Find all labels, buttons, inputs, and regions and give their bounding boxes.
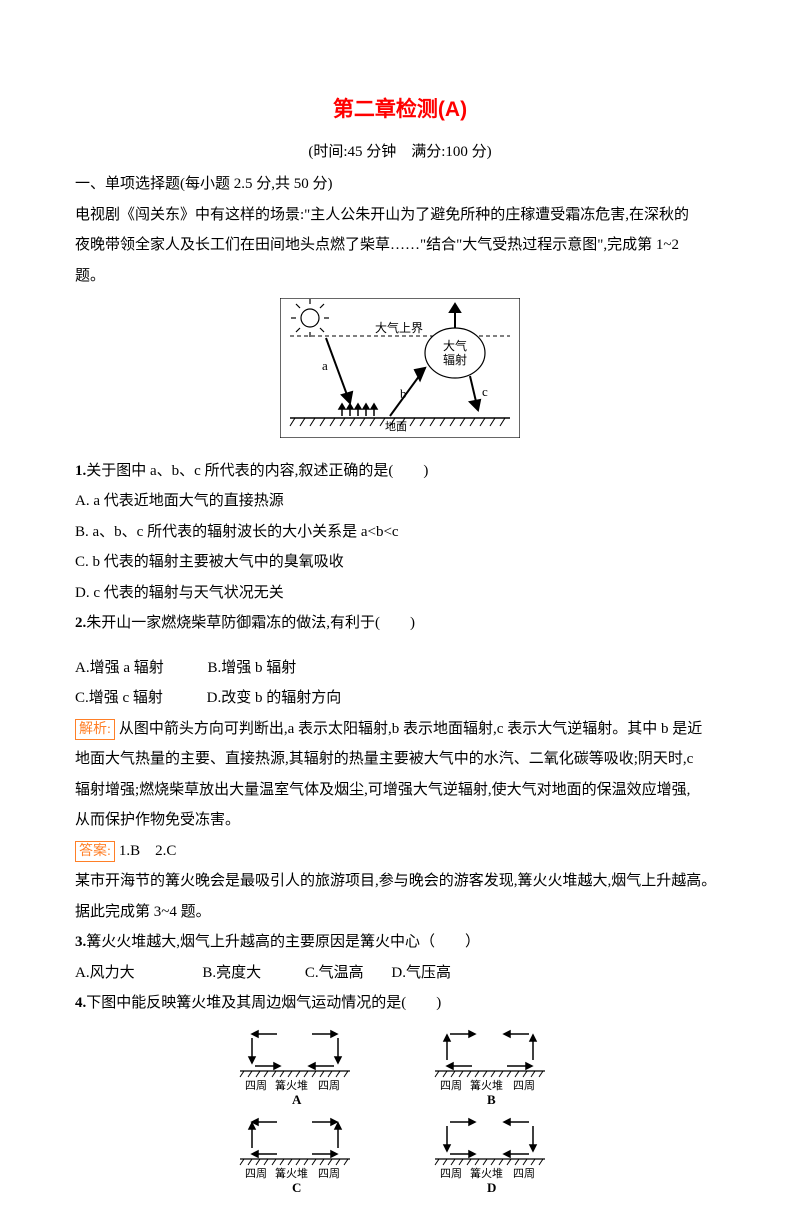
intro-text: 夜晚带领全家人及长工们在田间地头点燃了柴草……"结合"大气受热过程示意图",完成…	[75, 231, 725, 260]
figure-1: 大气上界 a b 大气 辐射 c	[75, 298, 725, 449]
fig-label: 四周	[513, 1167, 535, 1180]
intro-text: 题。	[75, 262, 725, 291]
fig-letter: C	[292, 1180, 301, 1195]
fig-label: 四周	[440, 1167, 462, 1180]
daan-label: 答案:	[75, 841, 115, 863]
question-1: 1.关于图中 a、b、c 所代表的内容,叙述正确的是( )	[75, 457, 725, 486]
jiexi-text: 从而保护作物免受冻害。	[75, 806, 725, 835]
option: C.增强 c 辐射	[75, 684, 163, 713]
q-num: 4.	[75, 995, 86, 1011]
option: A.风力大	[75, 959, 135, 988]
bubble-text: 辐射	[443, 352, 467, 367]
fig-letter: A	[292, 1092, 302, 1107]
fig-label: 四周	[440, 1079, 462, 1092]
option: D.改变 b 的辐射方向	[207, 684, 342, 713]
q-text: 篝火火堆越大,烟气上升越高的主要原因是篝火中心（ ）	[86, 934, 480, 950]
fig-label: 篝火堆	[275, 1166, 308, 1180]
fig-label: 篝火堆	[470, 1078, 503, 1092]
fig-label: 四周	[318, 1167, 340, 1180]
intro-text: 据此完成第 3~4 题。	[75, 898, 725, 927]
option: C. b 代表的辐射主要被大气中的臭氧吸收	[75, 548, 725, 577]
question-2: 2.朱开山一家燃烧柴草防御霜冻的做法,有利于( )	[75, 609, 725, 638]
question-4: 4.下图中能反映篝火堆及其周边烟气运动情况的是( )	[75, 989, 725, 1018]
option: A. a 代表近地面大气的直接热源	[75, 487, 725, 516]
option: B.亮度大	[202, 959, 261, 988]
jiexi-row: 解析:从图中箭头方向可判断出,a 表示太阳辐射,b 表示地面辐射,c 表示大气逆…	[75, 715, 725, 744]
q-num: 2.	[75, 615, 86, 631]
bonfire-diagram-icon: 四周 篝火堆 四周 A 四周 篝火堆 四周 B 四周 篝火堆 四周 C 四周 篝…	[210, 1026, 590, 1196]
q-num: 3.	[75, 934, 86, 950]
fig-letter: B	[487, 1092, 496, 1107]
daan-text: 1.B 2.C	[119, 843, 177, 859]
ground-label: 地面	[385, 420, 407, 433]
option: C.气温高	[305, 959, 364, 988]
q-num: 1.	[75, 463, 86, 479]
page-title: 第二章检测(A)	[75, 90, 725, 130]
fig-letter: D	[487, 1180, 496, 1195]
fig-label: 四周	[318, 1079, 340, 1092]
jiexi-text: 地面大气热量的主要、直接热源,其辐射的热量主要被大气中的水汽、二氧化碳等吸收;阴…	[75, 745, 725, 774]
option: B.增强 b 辐射	[208, 654, 297, 683]
jiexi-text: 从图中箭头方向可判断出,a 表示太阳辐射,b 表示地面辐射,c 表示大气逆辐射。…	[119, 721, 702, 737]
question-3: 3.篝火火堆越大,烟气上升越高的主要原因是篝火中心（ ）	[75, 928, 725, 957]
label-c: c	[482, 384, 488, 399]
jiexi-text: 辐射增强;燃烧柴草放出大量温室气体及烟尘,可增强大气逆辐射,使大气对地面的保温效…	[75, 776, 725, 805]
figure-2: 四周 篝火堆 四周 A 四周 篝火堆 四周 B 四周 篝火堆 四周 C 四周 篝…	[75, 1026, 725, 1206]
option: B. a、b、c 所代表的辐射波长的大小关系是 a<b<c	[75, 518, 725, 547]
fig-label: 篝火堆	[470, 1166, 503, 1180]
q-text: 下图中能反映篝火堆及其周边烟气运动情况的是( )	[86, 995, 441, 1011]
option: D. c 代表的辐射与天气状况无关	[75, 579, 725, 608]
option-row: C.增强 c 辐射 D.改变 b 的辐射方向	[75, 684, 725, 713]
bubble-text: 大气	[443, 338, 467, 353]
label-top: 大气上界	[375, 320, 423, 335]
fig-label: 篝火堆	[275, 1078, 308, 1092]
label-a: a	[322, 358, 328, 373]
option-row: A.增强 a 辐射 B.增强 b 辐射	[75, 654, 725, 683]
subtitle: (时间:45 分钟 满分:100 分)	[75, 138, 725, 167]
fig-label: 四周	[245, 1079, 267, 1092]
option: D.气压高	[391, 959, 451, 988]
label-b: b	[400, 386, 407, 401]
option: A.增强 a 辐射	[75, 654, 164, 683]
q-text: 朱开山一家燃烧柴草防御霜冻的做法,有利于( )	[86, 615, 415, 631]
q-text: 关于图中 a、b、c 所代表的内容,叙述正确的是( )	[86, 463, 428, 479]
atmosphere-diagram-icon: 大气上界 a b 大气 辐射 c	[280, 298, 520, 438]
intro-text: 电视剧《闯关东》中有这样的场景:"主人公朱开山为了避免所种的庄稼遭受霜冻危害,在…	[75, 201, 725, 230]
fig-label: 四周	[513, 1079, 535, 1092]
option-row: A.风力大 B.亮度大 C.气温高 D.气压高	[75, 959, 725, 988]
jiexi-label: 解析:	[75, 719, 115, 741]
fig-label: 四周	[245, 1167, 267, 1180]
section-heading: 一、单项选择题(每小题 2.5 分,共 50 分)	[75, 170, 725, 199]
daan-row: 答案:1.B 2.C	[75, 837, 725, 866]
spacer	[75, 640, 725, 654]
intro-text: 某市开海节的篝火晚会是最吸引人的旅游项目,参与晚会的游客发现,篝火火堆越大,烟气…	[75, 867, 725, 896]
